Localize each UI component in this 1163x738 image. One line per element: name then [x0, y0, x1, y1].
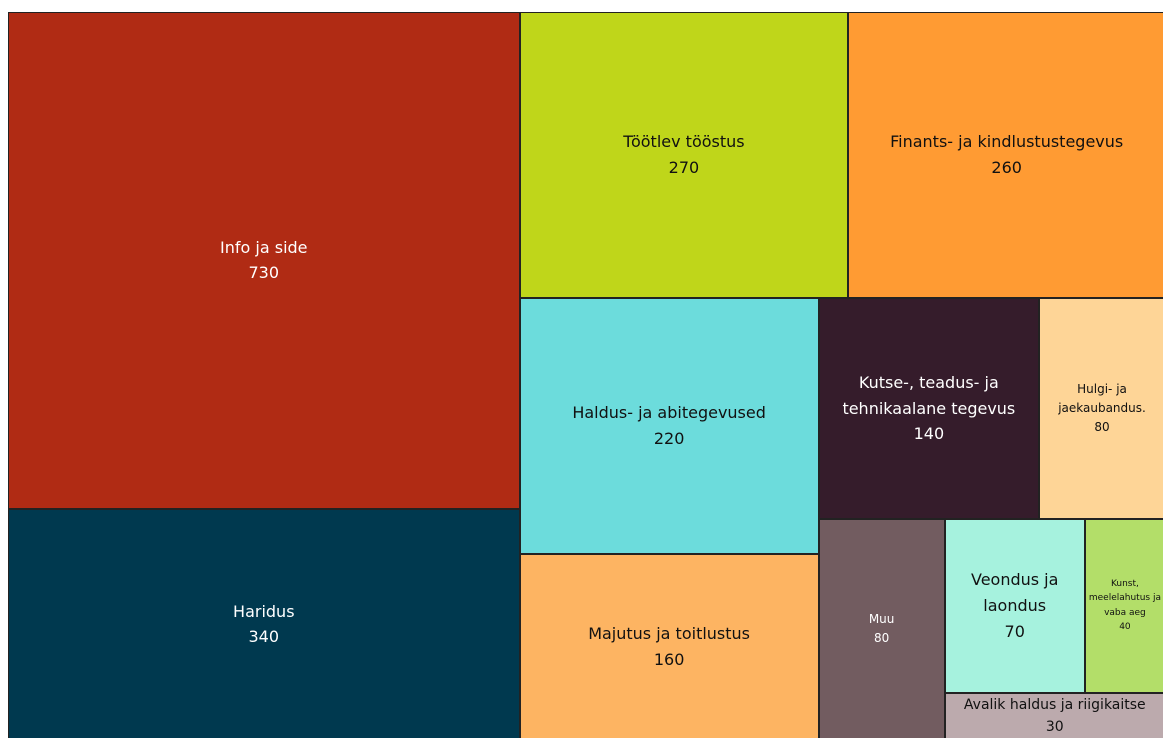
cell-name: Majutus ja toitlustus: [588, 624, 751, 644]
treemap-cell: Muu 80: [818, 518, 945, 738]
cell-name: Hulgi- ja jaekaubandus.: [1058, 381, 1146, 415]
cell-label: Majutus ja toitlustus 160: [586, 619, 752, 674]
cell-name: Kutse-, teadus- ja tehnikaalane tegevus: [842, 372, 1016, 418]
cell-value: 70: [1004, 621, 1025, 641]
treemap-cell: Majutus ja toitlustus 160: [519, 553, 819, 738]
cell-name: Info ja side: [220, 237, 308, 257]
cell-label: Kutse-, teadus- ja tehnikaalane tegevus 1…: [820, 368, 1038, 449]
cell-label: Info ja side 730: [218, 233, 309, 288]
cell-value: 340: [248, 627, 280, 647]
cell-label: Avalik haldus ja riigikaitse 30: [962, 694, 1148, 738]
treemap-cell: Kunst, meelelahutus ja vaba aeg 40: [1084, 518, 1163, 693]
cell-label: Kunst, meelelahutus ja vaba aeg 40: [1086, 575, 1163, 637]
treemap-cell: Töötlev tööstus 270: [519, 12, 849, 298]
cell-label: Veondus ja laondus 70: [946, 565, 1084, 646]
treemap-cell: Info ja side 730: [8, 12, 520, 509]
cell-value: 220: [653, 428, 685, 448]
cell-name: Haridus: [233, 601, 295, 621]
cell-name: Muu: [868, 612, 895, 627]
cell-name: Haldus- ja abitegevused: [572, 403, 766, 423]
cell-value: 30: [1045, 719, 1064, 736]
treemap-cell: Haldus- ja abitegevused 220: [519, 297, 819, 554]
cell-label: Haldus- ja abitegevused 220: [570, 398, 768, 453]
cell-name: Kunst, meelelahutus ja vaba aeg: [1088, 578, 1161, 618]
cell-value: 140: [913, 424, 945, 444]
treemap-cell: Finants- ja kindlustustegevus 260: [848, 12, 1163, 298]
treemap-cell: Haridus 340: [8, 508, 520, 738]
cell-value: 160: [653, 649, 685, 669]
cell-value: 270: [668, 157, 700, 177]
cell-name: Avalik haldus ja riigikaitse: [963, 696, 1146, 713]
treemap-cell: Avalik haldus ja riigikaitse 30: [944, 692, 1163, 738]
treemap-cell: Veondus ja laondus 70: [944, 518, 1085, 693]
cell-value: 260: [991, 157, 1022, 177]
cell-value: 80: [873, 631, 890, 646]
cell-value: 730: [248, 263, 280, 283]
cell-label: Töötlev tööstus 270: [621, 127, 746, 182]
cell-label: Finants- ja kindlustustegevus 260: [888, 127, 1125, 182]
cell-label: Haridus 340: [231, 597, 297, 652]
treemap-cell: Hulgi- ja jaekaubandus. 80: [1039, 297, 1163, 519]
cell-name: Veondus ja laondus: [970, 570, 1059, 615]
cell-value: 40: [1119, 622, 1131, 633]
cell-value: 80: [1094, 419, 1110, 434]
cell-label: Muu 80: [867, 608, 897, 650]
treemap-cell: Kutse-, teadus- ja tehnikaalane tegevus 1…: [818, 297, 1040, 519]
cell-name: Finants- ja kindlustustegevus: [890, 132, 1124, 152]
cell-label: Hulgi- ja jaekaubandus. 80: [1040, 378, 1163, 440]
cell-name: Töötlev tööstus: [623, 132, 745, 152]
